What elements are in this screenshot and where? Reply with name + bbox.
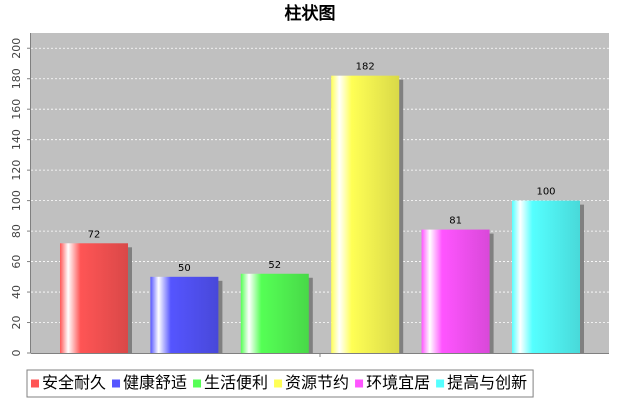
chart-title: 柱状图 <box>285 3 336 24</box>
bar <box>150 276 219 353</box>
value-label: 72 <box>88 229 101 240</box>
legend-label: 健康舒适 <box>123 373 187 392</box>
legend-swatch <box>112 379 121 388</box>
legend-label: 环境宜居 <box>366 373 430 392</box>
y-tick-label: 120 <box>10 160 23 181</box>
legend-swatch <box>193 379 202 388</box>
y-tick-label: 0 <box>10 350 23 357</box>
y-tick-label: 180 <box>10 68 23 89</box>
y-tick-label: 160 <box>10 99 23 120</box>
value-label: 50 <box>178 263 191 274</box>
y-tick-label: 200 <box>10 38 23 59</box>
value-label: 100 <box>536 187 555 198</box>
value-label: 52 <box>268 260 281 271</box>
y-tick-label: 100 <box>10 190 23 211</box>
y-tick-label: 80 <box>10 224 23 238</box>
legend-label: 生活便利 <box>204 373 268 392</box>
legend-swatch <box>31 379 39 388</box>
y-tick-label: 20 <box>10 316 23 330</box>
bar <box>331 75 400 354</box>
legend-swatch <box>274 379 283 388</box>
legend-swatch <box>436 379 445 388</box>
value-label: 81 <box>449 216 462 227</box>
bar <box>240 273 309 353</box>
legend-label: 资源节约 <box>285 373 349 392</box>
legend-swatch <box>355 379 364 388</box>
legend-label: 安全耐久 <box>42 373 106 392</box>
bar <box>421 229 490 353</box>
y-tick-label: 60 <box>10 255 23 269</box>
legend-label: 提高与创新 <box>447 373 527 392</box>
value-label: 182 <box>356 62 375 73</box>
y-tick-label: 40 <box>10 285 23 299</box>
bar <box>60 243 128 353</box>
bar <box>512 200 580 353</box>
y-tick-label: 140 <box>10 129 23 150</box>
legend <box>26 369 534 398</box>
